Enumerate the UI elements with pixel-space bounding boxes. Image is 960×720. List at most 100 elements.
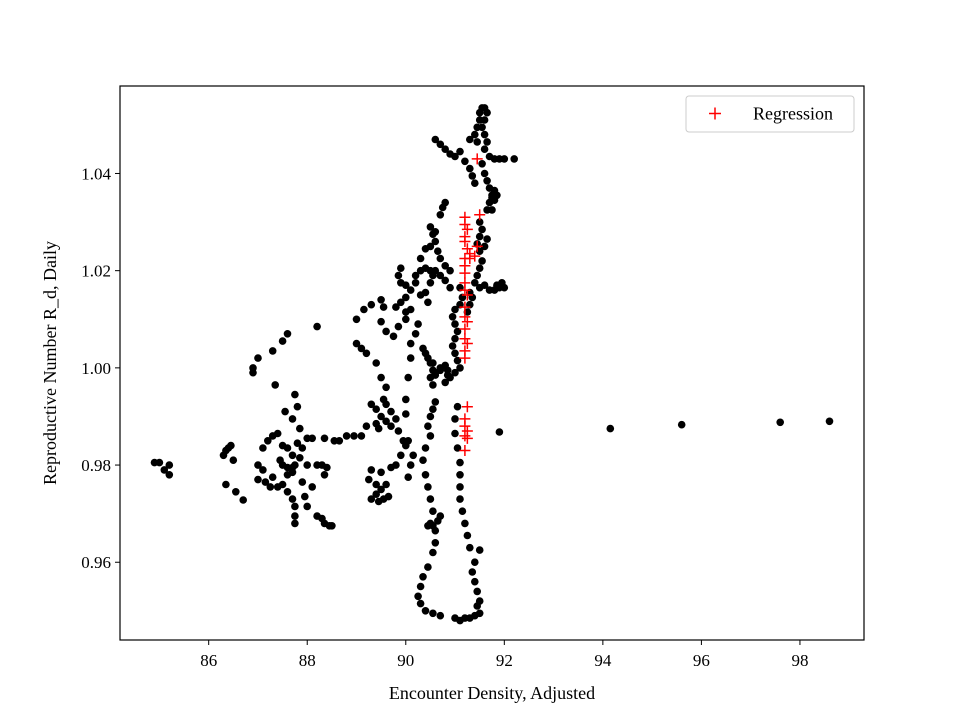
y-tick-label: 0.98 [81, 456, 111, 475]
data-point [436, 271, 445, 280]
data-point [441, 145, 450, 153]
data-point [406, 339, 415, 348]
y-tick-label: 1.04 [81, 164, 111, 183]
data-point [453, 327, 462, 336]
data-point [429, 381, 437, 389]
data-point [377, 485, 385, 494]
data-point [466, 135, 474, 144]
data-point [254, 475, 262, 484]
data-point [377, 317, 385, 326]
regression-point [461, 289, 473, 301]
x-tick-label: 90 [397, 651, 414, 670]
data-point [229, 456, 238, 465]
data-point [379, 303, 388, 311]
data-point [264, 437, 272, 445]
plot-area [120, 86, 864, 640]
data-point [468, 172, 477, 180]
data-point [453, 356, 462, 365]
regression-point [469, 250, 481, 262]
data-point [283, 444, 292, 452]
data-point [367, 400, 376, 409]
data-point [431, 228, 440, 236]
data-point [426, 432, 435, 440]
data-point [372, 480, 381, 489]
data-point [495, 283, 504, 292]
data-point [426, 279, 435, 287]
data-point [387, 463, 395, 472]
data-point [471, 577, 479, 586]
regression-point [459, 219, 471, 230]
data-point [480, 145, 489, 153]
data-point [424, 483, 432, 491]
data-point [483, 138, 491, 146]
data-point [296, 424, 304, 433]
x-tick-label: 96 [693, 651, 710, 670]
data-point [456, 471, 464, 479]
data-point [266, 483, 275, 491]
data-point [276, 456, 284, 465]
data-point [473, 587, 482, 596]
data-point [278, 337, 287, 345]
data-point [239, 496, 247, 504]
data-point [441, 378, 450, 387]
data-point [463, 531, 472, 540]
regression-point [459, 352, 471, 364]
data-point [325, 522, 334, 530]
data-point [431, 526, 440, 535]
data-point [165, 471, 174, 479]
data-point [389, 332, 398, 341]
data-point [471, 558, 479, 566]
data-point [500, 155, 509, 163]
data-point [382, 417, 390, 426]
data-point [451, 320, 459, 328]
legend: Regression [685, 95, 855, 133]
data-point [478, 257, 486, 265]
data-point [411, 271, 420, 280]
data-point [402, 395, 410, 404]
data-point [320, 471, 329, 479]
data-point [416, 254, 425, 263]
data-point [473, 138, 482, 146]
regression-point [464, 253, 476, 265]
data-point [466, 164, 474, 173]
data-point [372, 490, 381, 499]
data-point [288, 468, 297, 477]
data-point [397, 451, 405, 460]
legend-marker-regression [709, 107, 721, 120]
data-point [291, 502, 299, 511]
data-point [426, 242, 435, 251]
data-point [357, 344, 366, 353]
data-point [421, 471, 430, 479]
data-point [431, 539, 440, 547]
data-point [475, 232, 484, 241]
data-point [466, 543, 474, 552]
data-point [480, 116, 489, 124]
data-point [429, 359, 437, 367]
data-point [456, 147, 464, 156]
regression-point [459, 323, 471, 335]
data-point [488, 194, 496, 202]
data-point [404, 473, 413, 482]
data-point [451, 415, 459, 423]
data-point [372, 405, 381, 414]
data-point [288, 451, 297, 460]
data-point [298, 444, 307, 452]
data-series-observed [150, 104, 834, 625]
data-point [313, 322, 321, 331]
data-point [406, 354, 415, 362]
data-point [382, 400, 390, 409]
data-point [259, 444, 267, 452]
data-point [323, 463, 331, 472]
data-point [165, 461, 174, 469]
data-point [471, 130, 479, 139]
data-point [456, 458, 464, 467]
data-point [443, 366, 452, 375]
data-point [424, 298, 432, 307]
data-point [406, 305, 415, 314]
data-point [776, 418, 784, 427]
data-point [402, 281, 410, 290]
regression-point [459, 333, 471, 345]
data-point [456, 495, 464, 503]
regression-point [461, 401, 473, 413]
data-point [421, 444, 430, 452]
